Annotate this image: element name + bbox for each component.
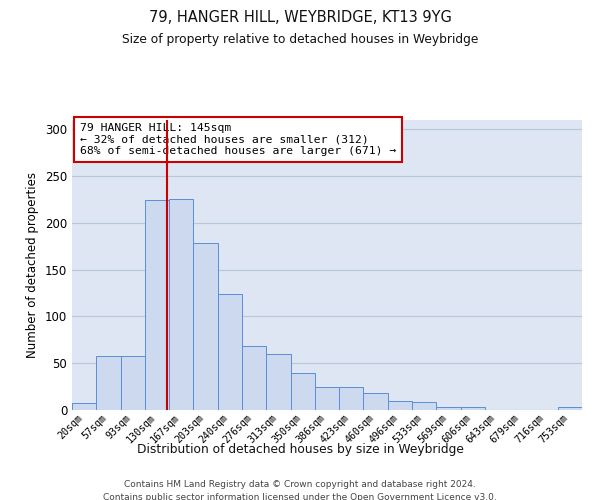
Bar	[121, 356, 145, 410]
Bar	[72, 404, 96, 410]
Text: 79 HANGER HILL: 145sqm
← 32% of detached houses are smaller (312)
68% of semi-de: 79 HANGER HILL: 145sqm ← 32% of detached…	[80, 123, 396, 156]
Bar	[412, 402, 436, 410]
Bar	[96, 356, 121, 410]
Bar	[145, 200, 169, 410]
Bar	[364, 393, 388, 410]
Text: Size of property relative to detached houses in Weybridge: Size of property relative to detached ho…	[122, 32, 478, 46]
Bar	[169, 198, 193, 410]
Y-axis label: Number of detached properties: Number of detached properties	[26, 172, 40, 358]
Bar	[193, 242, 218, 410]
Bar	[315, 386, 339, 410]
Bar	[290, 372, 315, 410]
Text: Distribution of detached houses by size in Weybridge: Distribution of detached houses by size …	[137, 442, 463, 456]
Bar	[242, 346, 266, 410]
Bar	[461, 407, 485, 410]
Bar	[388, 400, 412, 410]
Bar	[218, 294, 242, 410]
Bar	[436, 407, 461, 410]
Text: 79, HANGER HILL, WEYBRIDGE, KT13 9YG: 79, HANGER HILL, WEYBRIDGE, KT13 9YG	[149, 10, 451, 25]
Bar	[558, 407, 582, 410]
Bar	[339, 386, 364, 410]
Text: Contains HM Land Registry data © Crown copyright and database right 2024.
Contai: Contains HM Land Registry data © Crown c…	[103, 480, 497, 500]
Bar	[266, 354, 290, 410]
